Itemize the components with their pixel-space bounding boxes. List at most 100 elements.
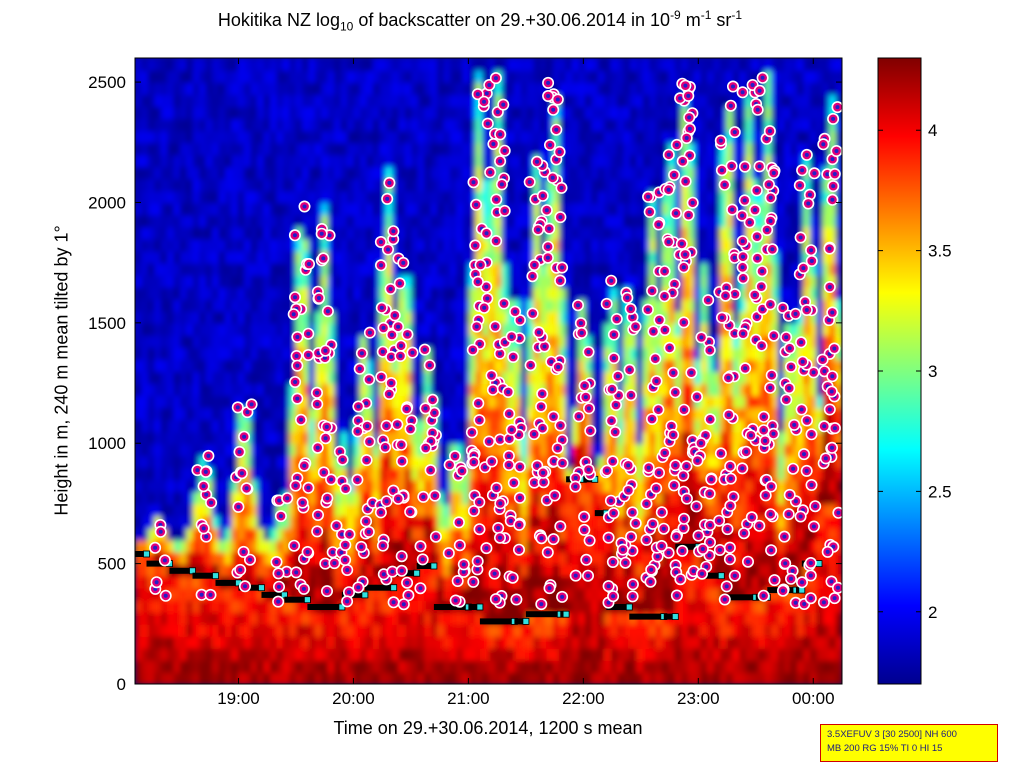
heatmap-cell [546, 587, 554, 601]
heatmap-cell [270, 322, 278, 336]
heatmap-cell [623, 515, 631, 529]
heatmap-cell [270, 226, 278, 240]
heatmap-cell [482, 70, 490, 83]
heatmap-cell [379, 70, 387, 83]
heatmap-cell [173, 94, 181, 108]
heatmap-cell [244, 623, 252, 637]
heatmap-cell [398, 130, 406, 144]
heatmap-cell [514, 226, 522, 240]
heatmap-cell [141, 178, 149, 192]
heatmap-cell [687, 635, 696, 649]
heatmap-cell [739, 407, 747, 421]
heatmap-cell [417, 467, 426, 481]
heatmap-cell [237, 515, 246, 529]
heatmap-cell [591, 407, 599, 421]
heatmap-cell [231, 659, 239, 673]
heatmap-cell [218, 310, 226, 324]
heatmap-cell [629, 118, 638, 132]
heatmap-cell [687, 503, 696, 517]
heatmap-cell [610, 154, 618, 168]
heatmap-cell [135, 647, 143, 661]
heatmap-cell [276, 635, 284, 649]
heatmap-cell [449, 611, 458, 625]
heatmap-cell [597, 130, 606, 144]
heatmap-cell [527, 70, 535, 83]
heatmap-cell [629, 491, 638, 505]
heatmap-cell [456, 431, 464, 445]
heatmap-cell [250, 166, 259, 180]
heatmap-cell [141, 419, 149, 433]
heatmap-cell [250, 479, 259, 493]
heatmap-cell [160, 599, 169, 613]
heatmap-cell [552, 322, 561, 336]
heatmap-cell [225, 298, 233, 312]
heatmap-cell [347, 575, 355, 589]
heatmap-cell [610, 226, 618, 240]
heatmap-cell [334, 359, 342, 372]
heatmap-cell [250, 539, 259, 553]
heatmap-cell [494, 94, 503, 108]
heatmap-cell [488, 539, 496, 553]
heatmap-cell [353, 262, 361, 276]
heatmap-cell [340, 142, 349, 156]
heatmap-cell [392, 467, 400, 481]
heatmap-cell [173, 527, 181, 541]
heatmap-cell [629, 154, 638, 168]
heatmap-cell [282, 371, 291, 384]
heatmap-cell [456, 298, 464, 312]
heatmap-cell [687, 515, 696, 529]
heatmap-cell [572, 106, 580, 120]
heatmap-cell [315, 539, 323, 553]
heatmap-cell [668, 575, 676, 589]
heatmap-cell [250, 575, 259, 589]
heatmap-cell [372, 479, 381, 493]
heatmap-cell [520, 238, 528, 252]
heatmap-cell [404, 551, 413, 565]
heatmap-cell [694, 286, 702, 300]
heatmap-cell [642, 455, 651, 469]
heatmap-cell [180, 142, 188, 156]
heatmap-cell [205, 178, 214, 192]
heatmap-cell [321, 443, 329, 457]
heatmap-cell [347, 455, 355, 469]
heatmap-cell [237, 587, 246, 601]
heatmap-cell [250, 672, 259, 684]
heatmap-cell [263, 154, 271, 168]
heatmap-cell [141, 334, 149, 348]
heatmap-cell [565, 443, 573, 457]
heatmap-cell [308, 647, 316, 661]
heatmap-cell [584, 635, 593, 649]
heatmap-cell [694, 346, 702, 360]
heatmap-cell [282, 166, 291, 180]
heatmap-cell [462, 118, 471, 132]
heatmap-cell [443, 371, 451, 384]
heatmap-cell [642, 310, 651, 324]
heatmap-cell [347, 286, 355, 300]
heatmap-cell [623, 659, 631, 673]
heatmap-cell [437, 238, 445, 252]
heatmap-cell [552, 647, 561, 661]
heatmap-cell [257, 551, 265, 565]
heatmap-cell [257, 455, 265, 469]
heatmap-cell [713, 226, 721, 240]
heatmap-cell [520, 599, 528, 613]
heatmap-cell [520, 527, 528, 541]
heatmap-cell [366, 94, 374, 108]
heatmap-cell [443, 503, 451, 517]
heatmap-cell [366, 286, 374, 300]
heatmap-cell [154, 178, 162, 192]
heatmap-cell [449, 106, 458, 120]
heatmap-cell [687, 298, 696, 312]
heatmap-cell [623, 262, 631, 276]
heatmap-cell [520, 226, 528, 240]
heatmap-cell [507, 359, 516, 372]
heatmap-cell [321, 82, 329, 96]
heatmap-cell [411, 587, 419, 601]
heatmap-cell [308, 130, 316, 144]
heatmap-cell [437, 130, 445, 144]
heatmap-cell [141, 659, 149, 673]
heatmap-cell [385, 274, 394, 288]
heatmap-cell [225, 202, 233, 216]
heatmap-cell [135, 407, 143, 421]
heatmap-cell [404, 190, 413, 204]
